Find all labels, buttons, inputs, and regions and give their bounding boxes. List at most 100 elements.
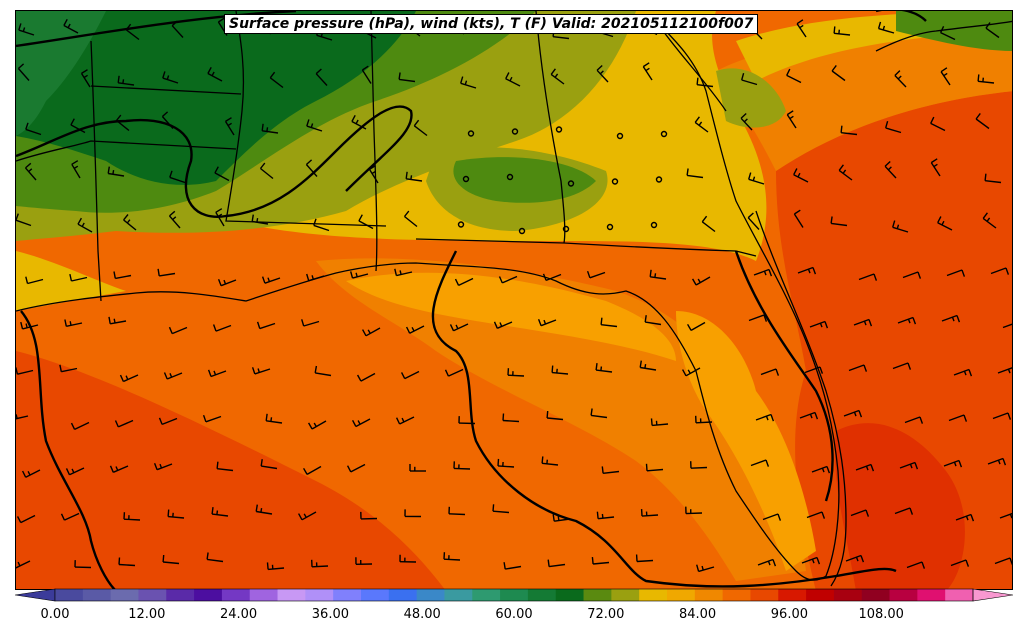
wind-barb-179 (546, 410, 564, 421)
temperature-region-17 (16, 11, 416, 185)
barb-flag (306, 119, 310, 127)
barb-flag (216, 461, 219, 469)
wind-barb-245 (696, 564, 715, 573)
barb-flag (984, 173, 987, 181)
barb-staff (311, 565, 329, 568)
barb-flag (394, 268, 398, 276)
barb-staff (946, 269, 963, 277)
barb-half-flag (644, 363, 647, 369)
barb-flag (965, 559, 970, 567)
colorbar-extend-high (972, 588, 1013, 602)
barb-staff (116, 119, 130, 132)
barb-half-flag (28, 168, 33, 173)
barb-staff (850, 509, 867, 517)
barb-flag (413, 119, 420, 127)
wind-barb-163 (804, 366, 824, 374)
wind-barb-166 (953, 368, 973, 377)
barb-half-flag (543, 319, 547, 325)
wind-barb-67 (214, 166, 230, 182)
barb-flag (369, 165, 376, 170)
wind-barb-74 (567, 180, 575, 187)
calm-wind-marker (511, 128, 519, 135)
wind-barb-36 (741, 73, 758, 86)
barb-staff (831, 70, 846, 82)
barb-half-flag (765, 415, 769, 421)
barb-half-flag (126, 219, 131, 224)
barb-staff (545, 273, 562, 282)
wind-barb-20 (985, 22, 1000, 39)
wind-barb-44 (115, 114, 130, 132)
barb-flag (81, 69, 88, 74)
wind-barb-197 (409, 464, 426, 472)
state-border-ar-la (90, 85, 242, 95)
barb-half-flag (896, 224, 900, 229)
barb-half-flag (807, 268, 811, 274)
barb-staff (256, 510, 273, 515)
barb-staff (502, 275, 518, 284)
wind-barb-55 (660, 130, 668, 138)
temperature-region-3 (835, 423, 965, 589)
barb-flag (217, 278, 222, 286)
barb-half-flag (303, 513, 307, 518)
wind-barb-241 (503, 562, 522, 570)
barb-staff (786, 114, 797, 129)
wind-barb-202 (645, 463, 664, 472)
barb-staff (350, 463, 366, 473)
wind-barb-129 (168, 326, 188, 335)
isobar-central (431, 250, 897, 588)
wind-barb-32 (550, 68, 565, 85)
wind-barb-201 (601, 466, 620, 474)
barb-staff (834, 32, 851, 36)
wind-barb-222 (596, 511, 615, 520)
wind-barb-118 (649, 269, 667, 280)
colorbar-bin-18 (555, 589, 584, 601)
barb-flag (644, 315, 647, 323)
temperature-region-15 (453, 157, 596, 203)
wind-barb-30 (460, 76, 477, 89)
barb-flag (870, 464, 875, 472)
barb-staff (987, 457, 1004, 465)
barb-flag (793, 168, 798, 176)
barb-staff (845, 554, 862, 562)
wind-barb-151 (207, 369, 227, 378)
barb-half-flag (599, 70, 604, 75)
wind-barb-112 (350, 271, 369, 279)
barb-flag (826, 466, 831, 474)
colorbar-bin-16 (500, 589, 529, 601)
wind-barb-229 (955, 513, 975, 522)
barb-staff (641, 514, 659, 517)
barb-staff (207, 72, 223, 82)
wind-barb-169 (70, 421, 90, 431)
barb-staff (894, 507, 911, 515)
barb-staff (74, 421, 90, 431)
barb-flag (362, 65, 369, 71)
barb-flag (162, 71, 166, 79)
barb-staff (71, 276, 88, 282)
barb-staff (598, 516, 615, 520)
colorbar-tick-label: 72.00 (587, 607, 625, 622)
wind-barb-39 (894, 70, 907, 88)
wind-barb-193 (216, 461, 234, 472)
barb-flag (113, 271, 116, 279)
barb-flag (251, 214, 254, 222)
barb-staff (591, 414, 608, 419)
calm-wind-marker (518, 227, 526, 235)
wind-barb-115 (498, 275, 518, 284)
barb-staff (70, 124, 86, 134)
wind-barb-192 (153, 462, 173, 471)
barb-staff (404, 215, 418, 228)
barb-half-flag (855, 556, 859, 562)
colorbar-bin-8 (277, 589, 306, 601)
barb-flag (59, 364, 62, 372)
barb-staff (695, 276, 711, 286)
barb-staff (747, 217, 760, 230)
barb-staff (125, 29, 140, 41)
colorbar-bin-1 (82, 589, 112, 601)
barb-staff (950, 559, 967, 567)
wind-barb-208 (943, 459, 963, 468)
wind-barb-59 (840, 125, 858, 136)
barb-flag (315, 68, 322, 75)
wind-barb-99 (747, 212, 760, 230)
wind-barb-250 (950, 559, 970, 567)
barb-flag (169, 170, 173, 178)
